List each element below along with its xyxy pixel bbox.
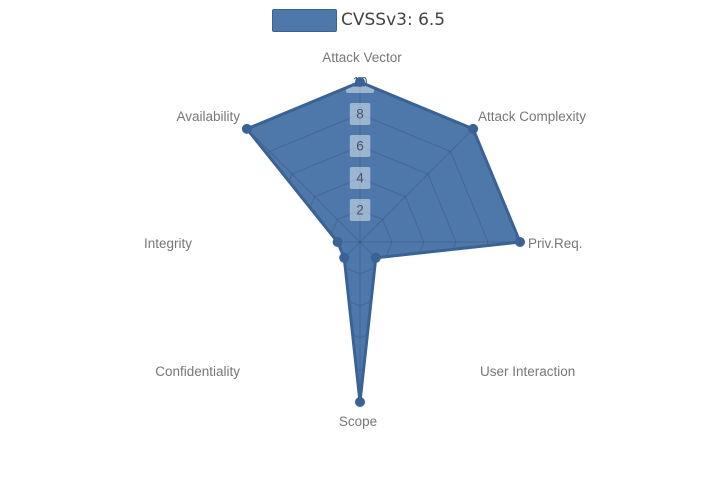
radial-tick-label-4: 4 <box>349 167 371 189</box>
axis-label-attack-vector: Attack Vector <box>322 50 402 65</box>
svg-text:4: 4 <box>356 171 364 186</box>
axis-label-integrity: Integrity <box>144 236 192 251</box>
legend-label: CVSSv3: 6.5 <box>341 10 446 30</box>
svg-text:6: 6 <box>356 139 364 154</box>
data-point-integrity <box>332 237 343 247</box>
axis-label-user-interaction: User Interaction <box>480 364 575 379</box>
data-point-priv-req <box>515 237 525 247</box>
radial-tick-label-6: 6 <box>349 135 371 157</box>
axis-label-availability: Availability <box>176 109 240 124</box>
data-point-confidentiality <box>339 252 350 263</box>
legend-item-cvssv3[interactable]: CVSSv3: 6.5 <box>272 9 445 32</box>
grid-ring-2 <box>327 209 393 275</box>
radial-tick-label-8: 8 <box>349 103 371 125</box>
svg-text:2: 2 <box>356 203 364 218</box>
data-point-availability <box>241 123 252 134</box>
axis-label-confidentiality: Confidentiality <box>155 364 240 379</box>
data-point-attack-vector <box>355 77 365 87</box>
axis-label-priv-req: Priv.Req. <box>528 236 583 251</box>
data-point-scope <box>355 397 365 407</box>
svg-text:8: 8 <box>356 107 364 122</box>
grid-spoke-attack-complexity <box>359 128 474 243</box>
radar-fill <box>246 82 520 402</box>
grid-spoke-availability <box>246 128 361 243</box>
axis-label-attack-complexity: Attack Complexity <box>478 109 586 124</box>
axis-label-scope: Scope <box>339 414 377 429</box>
radial-tick-label-2: 2 <box>349 199 371 221</box>
legend-swatch-icon <box>272 9 337 32</box>
data-point-attack-complexity <box>468 123 479 134</box>
data-point-user-interaction <box>370 252 381 263</box>
